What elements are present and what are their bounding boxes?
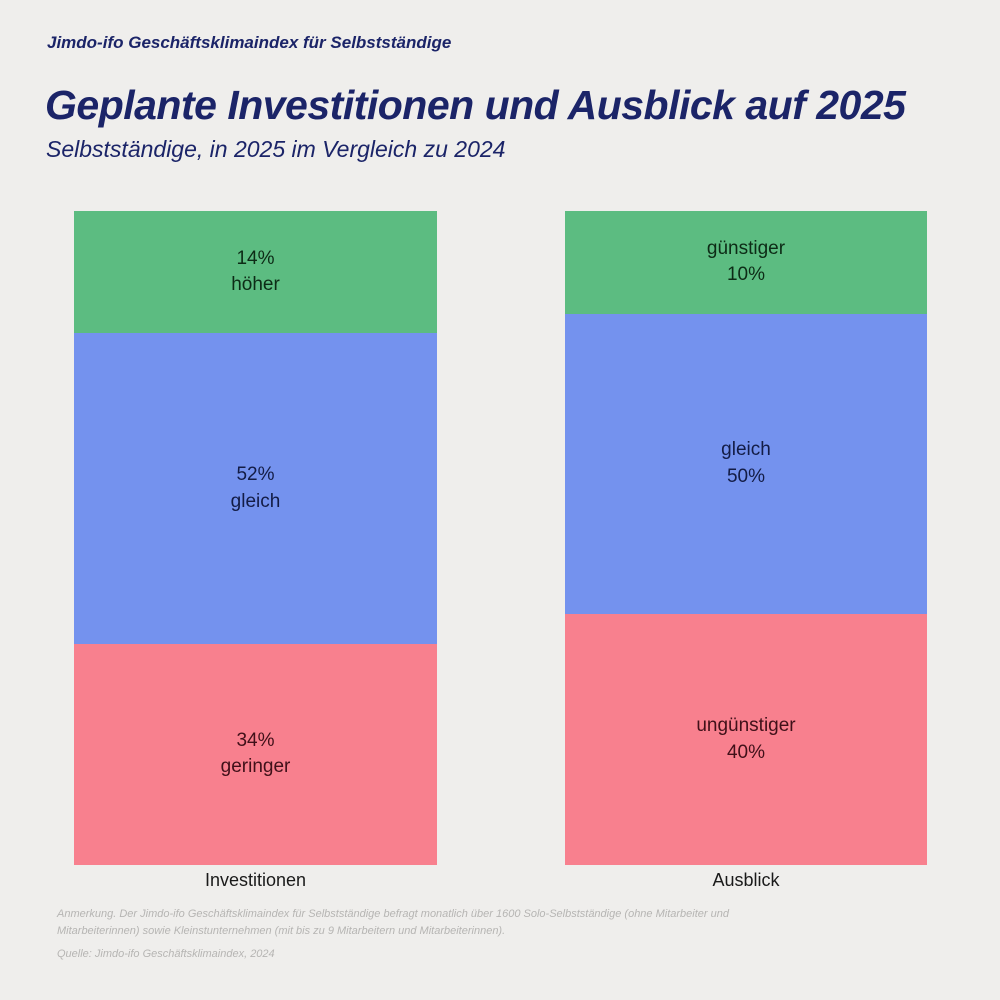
bar-segment-green: 14% höher [74,211,437,334]
segment-label-line: gleich [230,490,281,512]
bar-segment-pink: 34% geringer [74,643,437,865]
bar-investitionen: 14% höher 52% gleich 34% geringer [74,211,437,865]
chart-subtitle: Selbstständige, in 2025 im Vergleich zu … [46,136,506,162]
segment-label-line: 40% [726,741,766,763]
segment-label-line: 10% [726,264,766,286]
footnote-annotation: Anmerkung. Der Jimdo-ifo Geschäftsklimai… [57,908,729,938]
segment-label-line: 34% [236,729,275,751]
footnote-source: Quelle: Jimdo-ifo Geschäftsklimaindex, 2… [57,948,275,960]
segment-label-line: 52% [236,463,275,485]
segment-label-line: 50% [726,465,766,487]
segment-label-line: gleich [721,439,771,461]
page-title: Geplante Investitionen und Ausblick auf … [45,82,906,128]
bar-segment-blue: 52% gleich [74,333,437,644]
segment-label-line: 14% [236,247,275,269]
category-label-investitionen: Investitionen [204,870,307,890]
segment-label-line: günstiger [706,237,786,259]
chart-kicker: Jimdo-ifo Geschäftsklimaindex für Selbst… [47,33,452,52]
segment-label-line: ungünstiger [696,714,796,736]
segment-label-line: geringer [220,756,291,778]
bar-ausblick: günstiger 10% gleich 50% ungünstiger 40% [565,211,927,865]
stacked-bar-chart: 14% höher 52% gleich 34% geringer günstiger 10%… [0,211,1000,865]
bar-segment-blue: gleich 50% [565,313,927,615]
bar-segment-pink: ungünstiger 40% [565,614,927,865]
segment-label-line: höher [231,274,280,296]
bar-segment-green: günstiger 10% [565,211,927,314]
category-label-ausblick: Ausblick [712,870,780,890]
